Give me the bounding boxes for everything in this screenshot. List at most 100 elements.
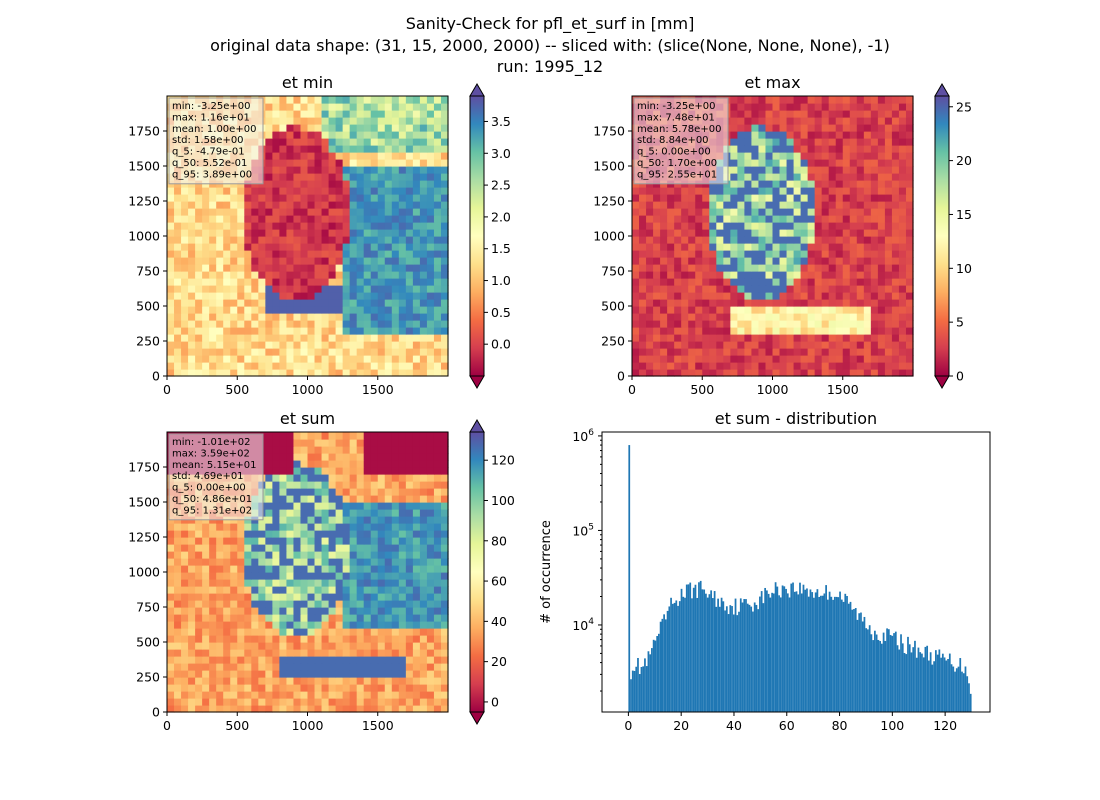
- colorbar-tick-label: 20: [491, 654, 507, 669]
- histogram-bar: [760, 591, 763, 712]
- histogram-bar: [875, 634, 878, 712]
- y-tick-label: 250: [136, 334, 160, 349]
- x-tick-label: 0: [163, 718, 171, 733]
- histogram-bar: [647, 651, 650, 712]
- colorbar-tick-label: 0.0: [491, 337, 511, 352]
- histogram-bar: [915, 657, 918, 712]
- colorbar: 0 20 40 60 80 100 120: [469, 419, 515, 725]
- colorbar-extend-min: [934, 375, 950, 389]
- histogram-bar: [820, 595, 822, 712]
- histogram-bar: [853, 609, 855, 712]
- figure-title-line-3: run: 1995_12: [496, 57, 604, 76]
- x-tick-label: 1500: [362, 382, 394, 397]
- histogram-bar: [637, 657, 639, 712]
- histogram-bar: [753, 602, 756, 712]
- histogram-bar: [806, 588, 808, 712]
- histogram-bar: [955, 668, 958, 712]
- x-tick-label: 500: [225, 718, 249, 733]
- colorbar-gradient: [934, 95, 950, 377]
- x-tick-label: 1500: [827, 382, 859, 397]
- histogram-bar: [652, 639, 655, 712]
- x-tick-label: 0: [624, 718, 632, 733]
- figure-title-line-2: original data shape: (31, 15, 2000, 2000…: [210, 36, 890, 55]
- histogram-bar: [877, 639, 880, 712]
- histogram-bar: [746, 603, 749, 712]
- stats-line: max: 3.59e+02: [172, 448, 250, 459]
- x-tick-label: 500: [690, 382, 714, 397]
- histogram-bar: [698, 582, 700, 712]
- histogram-bar: [940, 657, 942, 712]
- histogram-bar: [959, 658, 962, 712]
- histogram-bar: [952, 666, 955, 712]
- histogram-bar: [689, 582, 692, 712]
- histogram-bar: [722, 601, 725, 712]
- histogram-bar: [936, 654, 939, 712]
- histogram-bar: [846, 596, 848, 712]
- y-tick-label: 0: [152, 369, 160, 384]
- histogram-bar: [847, 603, 850, 712]
- colorbar-tick-label: 3.0: [491, 146, 511, 161]
- histogram-bar: [633, 670, 636, 712]
- colorbar: 0 5 10 15 20 25: [934, 83, 972, 389]
- histogram-bar: [745, 599, 747, 712]
- histogram-bar: [729, 605, 732, 712]
- stats-line: q_95: 3.89e+00: [172, 169, 252, 180]
- histogram-bar: [748, 604, 751, 712]
- histogram-bar: [941, 653, 944, 712]
- histogram-bar: [886, 628, 888, 712]
- histogram-bar: [851, 609, 854, 712]
- histogram-bar: [769, 597, 772, 712]
- y-tick-label: 500: [136, 299, 160, 314]
- histogram-bar: [792, 582, 794, 712]
- histogram-bar: [671, 603, 674, 712]
- histogram-bar: [962, 673, 965, 712]
- colorbar-gradient: [469, 431, 485, 713]
- stats-line: max: 1.16e+01: [172, 112, 250, 123]
- histogram-bar: [727, 614, 730, 712]
- histogram-bar: [651, 648, 653, 712]
- x-tick-label: 1000: [757, 382, 789, 397]
- y-tick-label: 250: [136, 670, 160, 685]
- y-tick-label: 500: [601, 299, 625, 314]
- histogram-bar: [774, 582, 777, 712]
- histogram-bar: [661, 618, 664, 712]
- histogram-bar: [696, 597, 699, 712]
- histogram-bar: [968, 683, 970, 712]
- y-tick-label: 0: [152, 705, 160, 720]
- histogram-bar: [814, 592, 817, 712]
- x-tick-label: 0: [628, 382, 636, 397]
- histogram-bar: [736, 615, 739, 712]
- histogram-bar: [717, 598, 719, 712]
- histogram-bar: [739, 598, 742, 712]
- histogram-bar: [654, 640, 657, 712]
- histogram-bar: [802, 584, 805, 712]
- histogram-bar: [830, 596, 833, 712]
- histogram-bar: [750, 606, 753, 712]
- colorbar-tick-label: 10: [956, 261, 972, 276]
- histogram-bar: [950, 664, 953, 712]
- histogram-bar: [800, 593, 803, 712]
- histogram-bar: [879, 641, 881, 712]
- panel-title: et max: [744, 73, 800, 92]
- histogram-bar: [797, 594, 800, 712]
- histogram-bar: [631, 670, 634, 712]
- histogram-bar: [779, 597, 782, 712]
- y-tick-label: 1500: [128, 159, 160, 174]
- x-tick-label: 120: [933, 718, 957, 733]
- histogram-bar: [668, 606, 671, 712]
- histogram-bar: [732, 614, 735, 712]
- stats-line: max: 7.48e+01: [637, 112, 715, 123]
- histogram-bar: [656, 636, 659, 712]
- x-tick-label: 20: [673, 718, 689, 733]
- colorbar-gradient: [469, 95, 485, 377]
- colorbar-tick-label: 20: [956, 153, 972, 168]
- histogram-bar: [961, 671, 963, 712]
- histogram-bar: [907, 636, 909, 712]
- histogram-bar: [854, 608, 857, 712]
- histogram-bar: [699, 580, 702, 712]
- stats-line: q_95: 1.31e+02: [172, 505, 252, 516]
- x-tick-label: 0: [163, 382, 171, 397]
- y-tick-label: 750: [136, 600, 160, 615]
- histogram-bar: [818, 596, 821, 712]
